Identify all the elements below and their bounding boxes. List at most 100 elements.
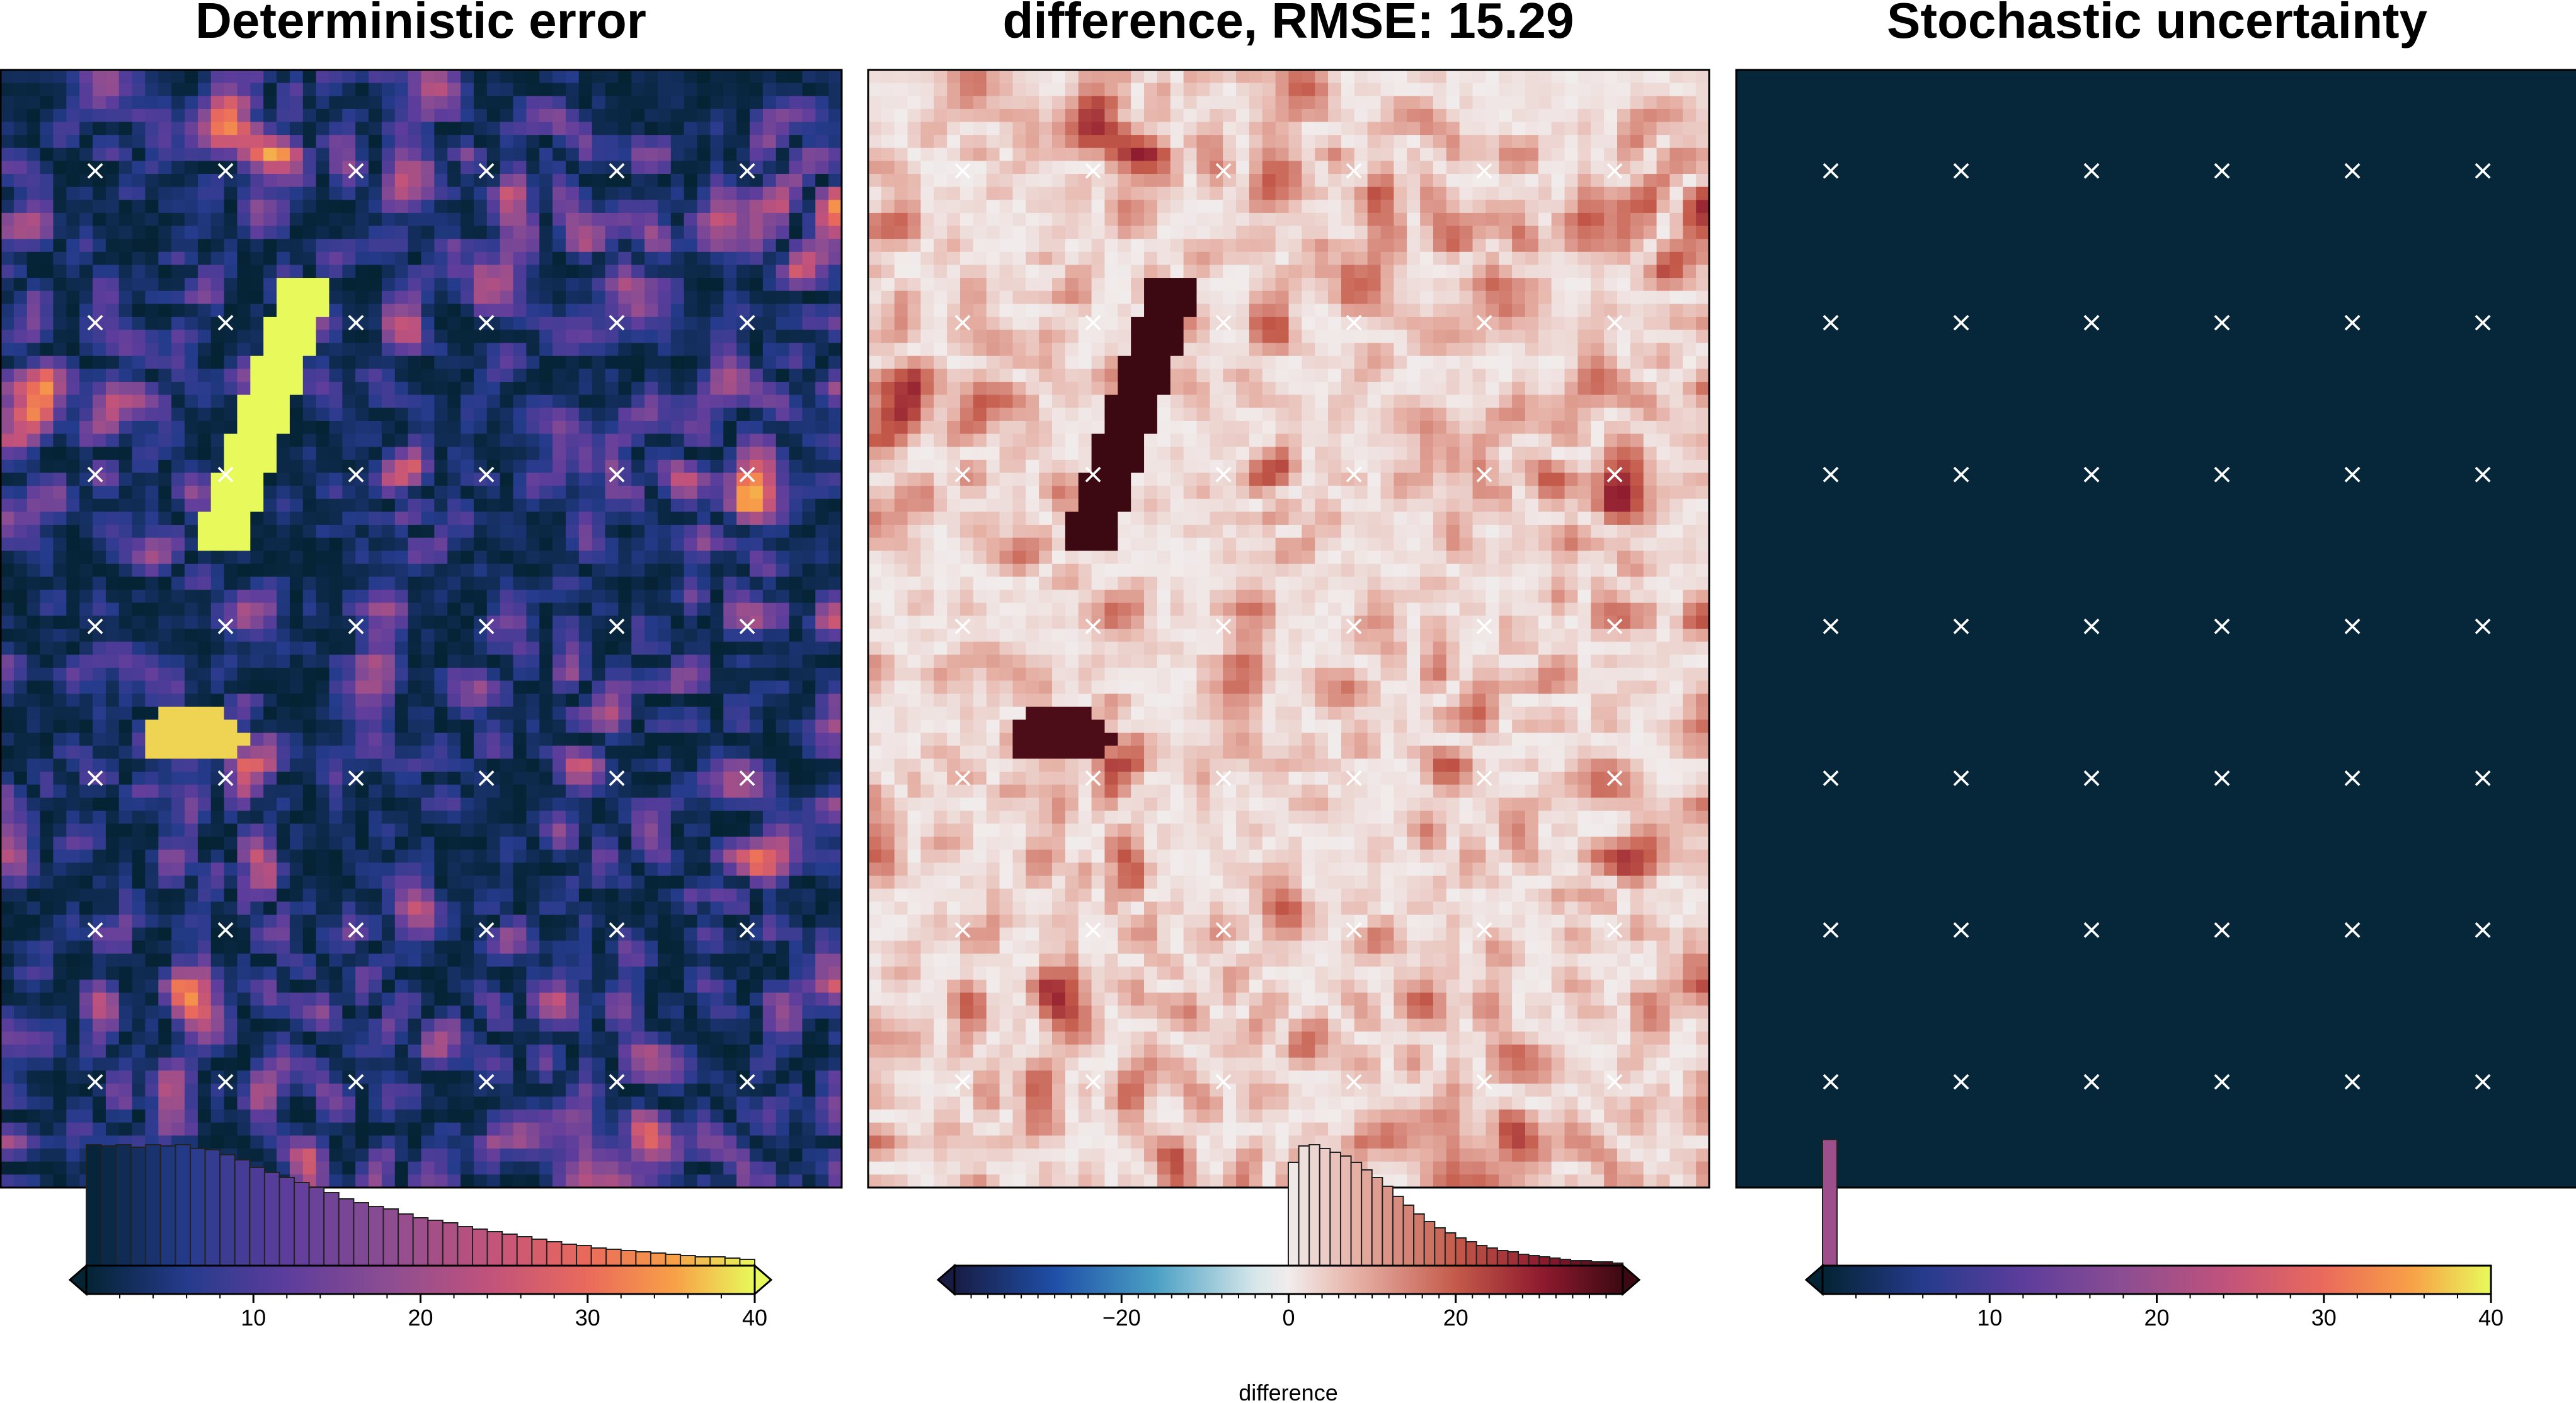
grid-cell — [40, 1070, 54, 1084]
grid-cell — [26, 563, 41, 578]
grid-cell — [447, 771, 461, 786]
grid-cell — [158, 122, 172, 135]
grid-cell — [684, 888, 698, 902]
grid-cell — [329, 759, 343, 772]
grid-cell — [250, 875, 264, 890]
grid-cell — [434, 733, 448, 747]
grid-cell — [224, 719, 238, 733]
grid-cell — [486, 745, 501, 759]
grid-cell — [79, 629, 93, 643]
grid-cell — [158, 680, 172, 694]
grid-cell — [26, 447, 41, 461]
grid-cell — [79, 70, 93, 84]
grid-cell — [145, 498, 159, 512]
grid-cell — [224, 1070, 238, 1084]
grid-cell — [118, 524, 133, 539]
grid-cell — [749, 420, 764, 435]
grid-cell — [500, 524, 514, 539]
grid-cell — [342, 629, 356, 643]
grid-cell — [40, 512, 54, 525]
grid-cell — [776, 1045, 790, 1058]
grid-cell — [421, 186, 435, 200]
grid-cell — [421, 823, 435, 837]
grid-cell — [670, 537, 685, 551]
grid-cell — [342, 992, 356, 1006]
grid-cell — [79, 1018, 93, 1033]
grid-cell — [486, 394, 501, 408]
grid-cell — [1, 265, 14, 278]
grid-cell — [815, 212, 829, 227]
grid-cell — [171, 226, 185, 239]
grid-cell — [565, 798, 580, 811]
grid-cell — [434, 498, 448, 512]
grid-cell — [1, 719, 14, 733]
grid-cell — [592, 784, 606, 798]
grid-cell — [749, 680, 764, 694]
grid-cell — [828, 888, 842, 902]
grid-cell — [93, 616, 106, 629]
grid-cell — [381, 251, 396, 266]
grid-cell — [158, 239, 172, 253]
grid-cell — [657, 433, 672, 447]
grid-cell — [316, 953, 330, 967]
grid-cell — [447, 265, 461, 278]
grid-cell — [723, 251, 737, 266]
grid-cell — [513, 771, 527, 786]
grid-cell — [578, 447, 593, 461]
grid-cell — [618, 563, 632, 578]
grid-cell — [66, 875, 80, 890]
grid-cell — [224, 96, 238, 110]
grid-cell — [789, 186, 803, 200]
grid-cell — [329, 849, 343, 863]
grid-cell — [145, 616, 159, 629]
grid-cell — [815, 992, 829, 1006]
grid-cell — [513, 875, 527, 890]
grid-cell — [657, 616, 672, 629]
grid-cell — [132, 927, 146, 941]
grid-cell — [26, 719, 41, 733]
grid-cell — [670, 745, 685, 759]
grid-cell — [473, 810, 488, 825]
grid-cell — [684, 953, 698, 967]
grid-cell — [605, 1045, 619, 1058]
grid-cell — [657, 355, 672, 370]
grid-cell — [776, 174, 790, 188]
grid-cell — [762, 849, 777, 863]
grid-cell — [1, 174, 14, 188]
grid-cell — [158, 420, 172, 435]
grid-cell — [53, 719, 67, 733]
grid-cell — [605, 706, 619, 720]
grid-cell — [513, 616, 527, 629]
grid-cell — [369, 290, 382, 304]
grid-cell — [40, 472, 54, 486]
grid-cell — [369, 161, 382, 175]
grid-cell — [316, 355, 330, 370]
grid-cell — [670, 706, 685, 720]
grid-cell — [461, 174, 474, 188]
grid-cell — [815, 355, 829, 370]
grid-cell — [802, 537, 816, 551]
grid-cell — [185, 239, 198, 253]
grid-cell — [461, 486, 474, 500]
grid-cell — [526, 420, 540, 435]
grid-cell — [461, 706, 474, 720]
grid-cell — [486, 759, 501, 772]
grid-cell — [670, 512, 685, 525]
grid-cell — [776, 122, 790, 135]
grid-cell — [486, 161, 501, 175]
grid-cell — [394, 355, 409, 370]
grid-cell — [197, 1057, 212, 1071]
grid-cell — [473, 823, 488, 837]
grid-cell — [185, 135, 198, 149]
grid-cell — [578, 563, 593, 578]
grid-cell — [513, 1031, 527, 1045]
grid-cell — [250, 200, 264, 214]
grid-cell — [513, 174, 527, 188]
grid-cell — [237, 394, 251, 408]
grid-cell — [66, 382, 80, 396]
grid-cell — [369, 590, 382, 604]
grid-cell — [762, 667, 777, 682]
grid-cell — [171, 759, 185, 772]
grid-cell — [369, 641, 382, 655]
grid-cell — [473, 1005, 488, 1019]
